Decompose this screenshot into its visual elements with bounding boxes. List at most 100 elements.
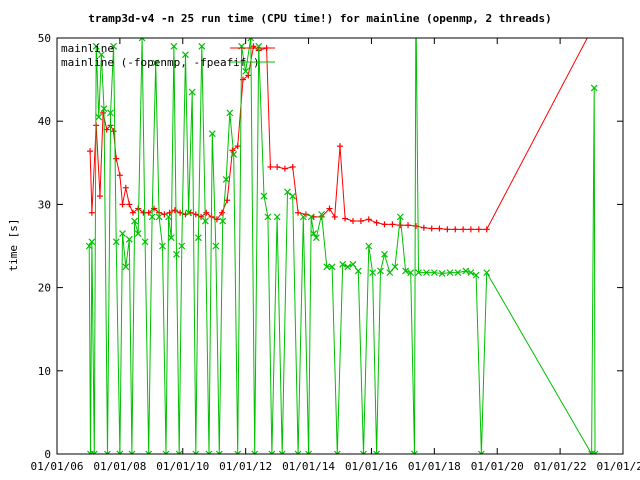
data-point [145, 209, 152, 216]
data-point [119, 230, 126, 237]
data-point [128, 450, 136, 454]
data-point [467, 269, 475, 277]
data-point [452, 226, 459, 233]
data-point [312, 234, 320, 242]
data-point [175, 450, 183, 454]
data-point [138, 38, 146, 42]
data-point [396, 213, 404, 221]
data-point [289, 192, 297, 200]
legend-label-mainline: mainline [61, 42, 114, 55]
data-point [129, 209, 136, 216]
data-point [234, 143, 241, 150]
data-point [349, 260, 357, 268]
data-point [386, 269, 394, 277]
y-tick-label: 50 [38, 32, 51, 45]
data-point [326, 205, 333, 212]
chart-title: tramp3d-v4 -n 25 run time (CPU time!) fo… [88, 12, 552, 25]
data-point [420, 224, 427, 231]
plot-border [56, 37, 624, 455]
y-tick-label: 10 [38, 365, 51, 378]
data-point [337, 143, 343, 150]
data-point [284, 188, 291, 196]
data-point [260, 192, 268, 200]
data-point [357, 218, 364, 225]
data-point [365, 216, 372, 223]
data-point [208, 130, 216, 138]
data-point [87, 148, 94, 155]
data-point [88, 238, 96, 246]
data-point [369, 269, 377, 277]
data-point [483, 226, 490, 233]
data-point [116, 172, 123, 179]
data-point [389, 221, 396, 228]
data-point [100, 109, 107, 116]
data-point [333, 450, 341, 454]
data-point [122, 263, 130, 271]
data-point [170, 42, 178, 50]
data-point [323, 263, 331, 271]
data-point [173, 250, 180, 258]
x-tick-label: 01/01/18 [408, 460, 461, 473]
x-tick-label: 01/01/20 [471, 460, 524, 473]
data-point [299, 213, 307, 221]
data-point [112, 238, 120, 246]
data-point [113, 155, 120, 162]
data-point [116, 450, 124, 454]
data-point [215, 450, 223, 454]
x-tick-label: 01/01/14 [282, 460, 335, 473]
data-point [145, 450, 153, 454]
data-point [436, 225, 443, 232]
data-point [140, 209, 147, 216]
data-point [222, 176, 230, 183]
data-point [475, 226, 482, 233]
data-point [90, 450, 98, 454]
data-point [251, 450, 259, 454]
y-tick-label: 20 [38, 282, 51, 295]
data-point [212, 242, 220, 250]
data-point [377, 267, 384, 275]
data-point [119, 201, 126, 208]
data-point [95, 113, 103, 121]
y-axis-label: time [s] [7, 219, 20, 272]
y-tick-label: 30 [38, 198, 51, 211]
data-point [411, 450, 418, 454]
data-point [472, 271, 480, 279]
data-point [194, 234, 202, 242]
series-layer [85, 27, 599, 454]
data-point [226, 109, 234, 117]
series-line-mainline [89, 38, 588, 230]
data-point [122, 184, 129, 191]
data-point [178, 242, 186, 250]
data-point [344, 263, 352, 271]
data-point [360, 450, 367, 454]
x-tick-label: 01/01/06 [31, 460, 84, 473]
data-point [205, 450, 213, 454]
data-point [264, 213, 272, 221]
data-point [328, 263, 336, 271]
data-point [85, 242, 93, 250]
data-point [281, 165, 288, 172]
data-point [92, 42, 100, 50]
data-point [589, 27, 595, 33]
data-point [318, 210, 325, 218]
data-point [219, 217, 227, 225]
data-point [339, 260, 347, 268]
x-tick-label: 01/01/12 [219, 460, 272, 473]
data-point [224, 197, 231, 204]
data-point [446, 269, 454, 277]
data-point [591, 450, 599, 454]
data-point [373, 450, 381, 454]
data-point [165, 213, 173, 221]
data-point [218, 209, 225, 216]
data-point [229, 147, 236, 154]
legend-label-mainline-fopenmp: mainline (-fopenmp, -fpeafif ) [61, 56, 260, 69]
y-tick-label: 40 [38, 115, 51, 128]
data-point [477, 450, 485, 454]
data-point [381, 250, 388, 258]
data-point [444, 226, 451, 233]
data-point [234, 450, 242, 454]
data-point [198, 42, 206, 50]
data-point [373, 219, 380, 226]
data-point [342, 215, 349, 222]
data-point [110, 128, 117, 135]
